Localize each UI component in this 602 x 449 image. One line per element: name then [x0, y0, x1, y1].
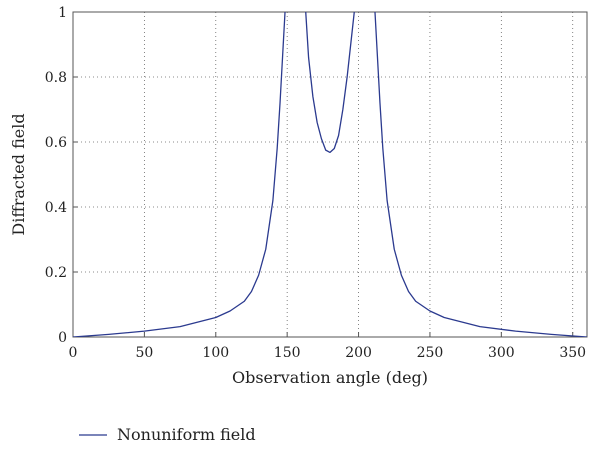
series-line-segment — [374, 12, 587, 337]
legend-label-nonuniform-field: Nonuniform field — [117, 425, 256, 444]
x-tick-label: 250 — [417, 345, 444, 361]
x-tick-label: 200 — [345, 345, 372, 361]
x-tick-label: 50 — [135, 345, 153, 361]
y-tick-label: 1 — [58, 5, 67, 21]
x-tick-label: 150 — [274, 345, 301, 361]
axis-ticks — [72, 11, 574, 338]
x-axis-title: Observation angle (deg) — [232, 368, 428, 387]
series-line-segment — [305, 12, 355, 154]
plot-frame — [72, 11, 588, 338]
y-axis-title: Diffracted field — [9, 113, 28, 235]
x-tick-label: 300 — [488, 345, 515, 361]
y-tick-label: 0.6 — [45, 135, 67, 151]
grid-lines — [73, 12, 587, 337]
series-layer — [73, 12, 587, 337]
y-tick-label: 0.4 — [45, 200, 67, 216]
legend: Nonuniform field — [79, 425, 256, 444]
x-tick-labels: 0 50 100 150 200 250 300 350 — [69, 345, 587, 361]
series-line-segment — [73, 12, 286, 337]
x-tick-label: 100 — [202, 345, 229, 361]
y-tick-label: 0.8 — [45, 70, 67, 86]
x-tick-label: 350 — [559, 345, 586, 361]
y-tick-label: 0.2 — [45, 265, 67, 281]
y-tick-labels: 0 0.2 0.4 0.6 0.8 1 — [45, 5, 67, 346]
x-tick-label: 0 — [69, 345, 78, 361]
y-tick-label: 0 — [58, 330, 67, 346]
